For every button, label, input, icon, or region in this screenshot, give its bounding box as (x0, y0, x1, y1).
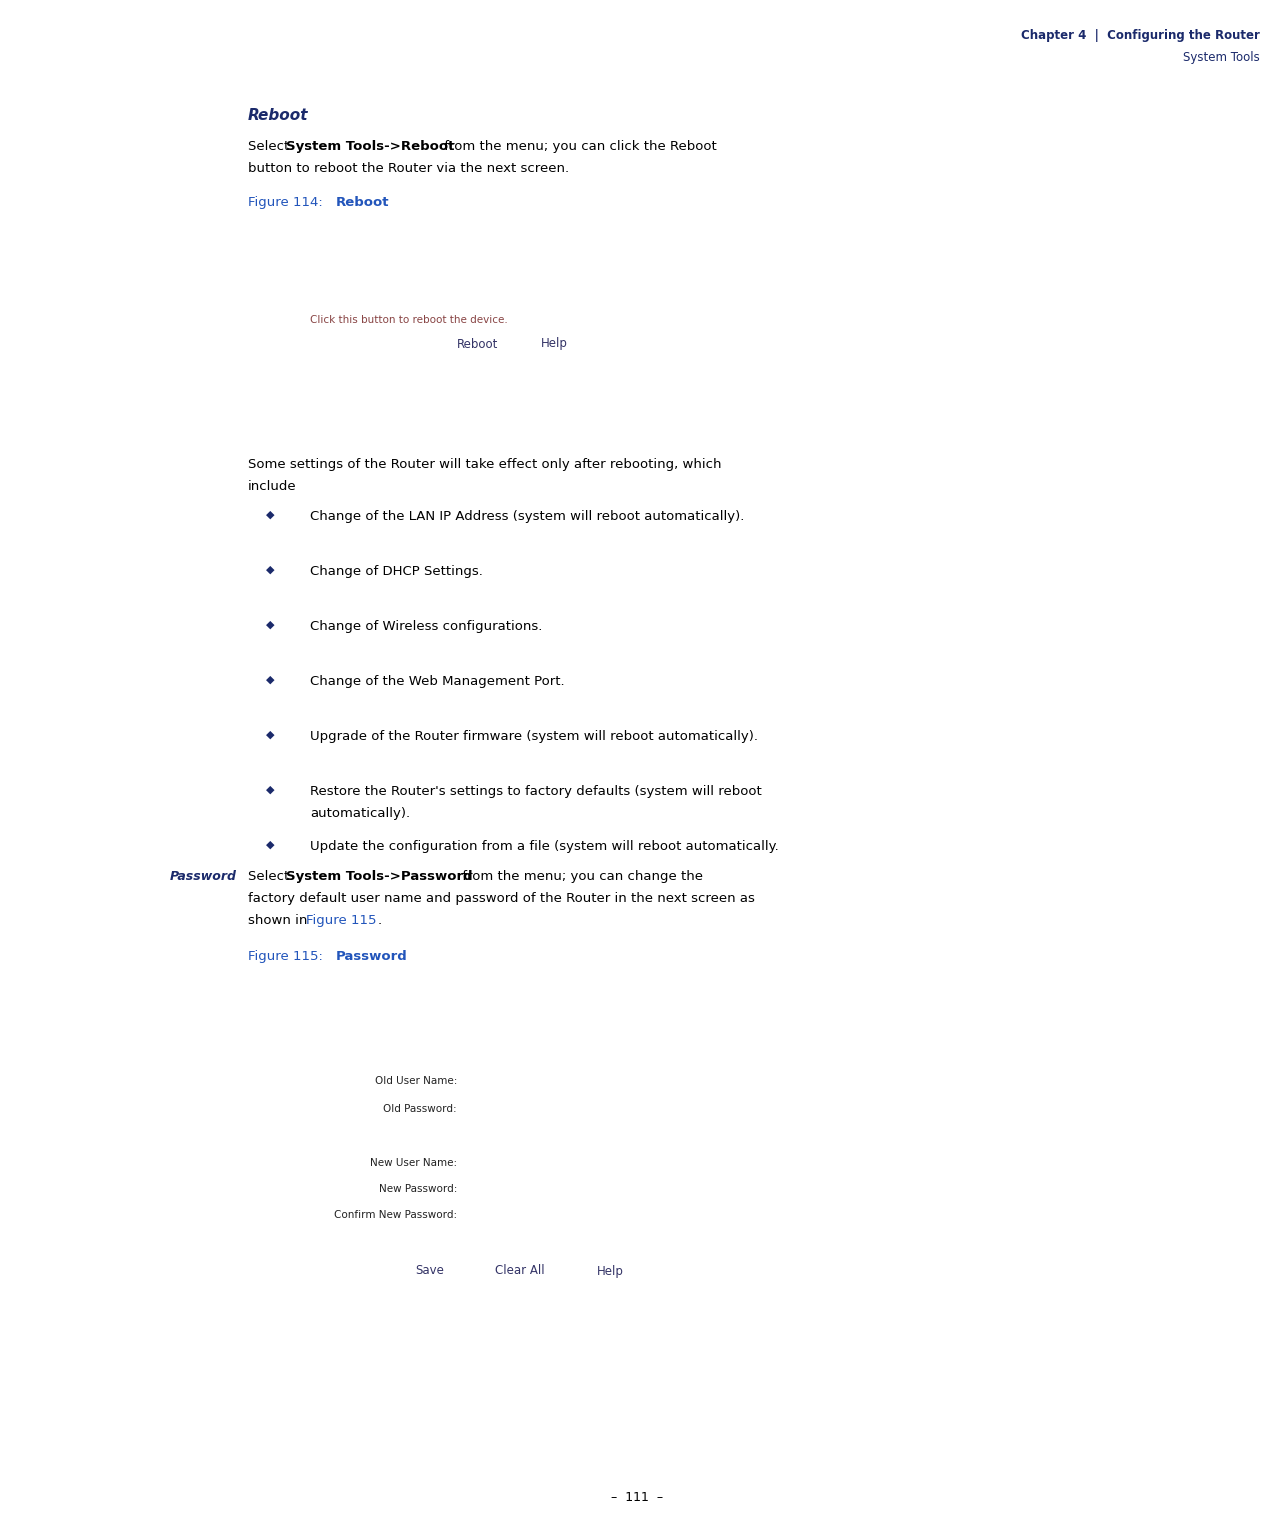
Text: Update the configuration from a file (system will reboot automatically.: Update the configuration from a file (sy… (310, 840, 779, 853)
Text: ◆: ◆ (265, 731, 274, 740)
Text: Select: Select (249, 139, 293, 153)
Text: Clear All: Clear All (495, 1264, 544, 1278)
Text: Chapter 4  |  Configuring the Router: Chapter 4 | Configuring the Router (1021, 29, 1260, 41)
Text: Change of DHCP Settings.: Change of DHCP Settings. (310, 565, 483, 578)
Text: from the menu; you can click the Reboot: from the menu; you can click the Reboot (440, 139, 717, 153)
Text: –  111  –: – 111 – (612, 1491, 663, 1504)
Text: include: include (249, 480, 297, 493)
Text: Reboot: Reboot (337, 196, 389, 208)
Text: Restore the Router's settings to factory defaults (system will reboot: Restore the Router's settings to factory… (310, 784, 761, 798)
Text: Some settings of the Router will take effect only after rebooting, which: Some settings of the Router will take ef… (249, 458, 722, 470)
Text: Reboot: Reboot (249, 107, 309, 123)
Text: automatically).: automatically). (310, 807, 411, 820)
Text: ◆: ◆ (265, 565, 274, 574)
Text: Figure 115: Figure 115 (306, 915, 376, 927)
Text: ◆: ◆ (265, 784, 274, 795)
Text: Reboot: Reboot (458, 337, 499, 351)
Text: Upgrade of the Router firmware (system will reboot automatically).: Upgrade of the Router firmware (system w… (310, 731, 759, 743)
Text: ◆: ◆ (265, 620, 274, 630)
Text: .: . (377, 915, 382, 927)
Text: Save: Save (416, 1264, 445, 1278)
Text: Change of the Web Management Port.: Change of the Web Management Port. (310, 676, 565, 688)
Text: System Tools->Reboot: System Tools->Reboot (286, 139, 454, 153)
Text: New Password:: New Password: (379, 1184, 456, 1193)
Text: Figure 115:: Figure 115: (249, 950, 332, 964)
Text: System Tools: System Tools (1183, 52, 1260, 64)
Text: Figure 114:: Figure 114: (249, 196, 332, 208)
Text: from the menu; you can change the: from the menu; you can change the (458, 870, 703, 882)
Text: Password: Password (337, 950, 408, 964)
Text: button to reboot the Router via the next screen.: button to reboot the Router via the next… (249, 162, 569, 175)
Text: Help: Help (597, 1264, 623, 1278)
Text: System Tools->Password: System Tools->Password (286, 870, 473, 882)
Text: Change of the LAN IP Address (system will reboot automatically).: Change of the LAN IP Address (system wil… (310, 510, 745, 522)
Text: factory default user name and password of the Router in the next screen as: factory default user name and password o… (249, 892, 755, 905)
Text: shown in: shown in (249, 915, 311, 927)
Text: Password: Password (295, 993, 362, 1005)
Text: ◆: ◆ (265, 840, 274, 850)
Text: Password: Password (170, 870, 237, 882)
Text: Help: Help (541, 337, 567, 351)
Text: Reboot: Reboot (295, 233, 344, 247)
Text: ◆: ◆ (265, 676, 274, 685)
Text: New User Name:: New User Name: (370, 1158, 456, 1167)
Text: Old Password:: Old Password: (384, 1105, 456, 1114)
Text: Click this button to reboot the device.: Click this button to reboot the device. (310, 316, 507, 325)
Text: Confirm New Password:: Confirm New Password: (334, 1210, 456, 1219)
Text: Change of Wireless configurations.: Change of Wireless configurations. (310, 620, 542, 633)
Text: Old User Name:: Old User Name: (375, 1075, 456, 1086)
Text: ◆: ◆ (265, 510, 274, 519)
Text: Select: Select (249, 870, 293, 882)
